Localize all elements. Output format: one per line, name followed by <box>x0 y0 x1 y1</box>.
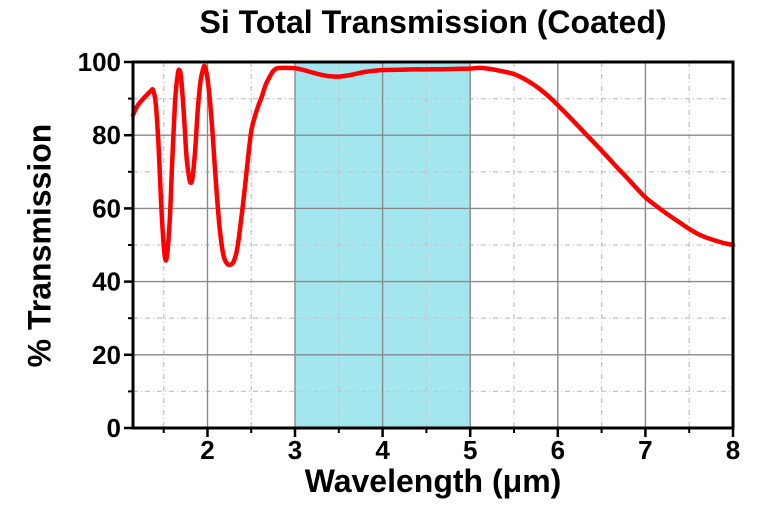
x-tick-label: 7 <box>638 435 652 465</box>
x-tick-label: 4 <box>375 435 390 465</box>
x-tick-label: 5 <box>463 435 477 465</box>
chart-title: Si Total Transmission (Coated) <box>199 4 667 40</box>
y-tick-label: 80 <box>92 120 121 150</box>
y-tick-label: 0 <box>107 413 121 443</box>
y-tick-label: 40 <box>92 267 121 297</box>
y-tick-label: 20 <box>92 340 121 370</box>
transmission-curve <box>130 63 736 268</box>
x-tick-label: 3 <box>288 435 302 465</box>
y-tick-label: 100 <box>78 47 121 77</box>
x-tick-label: 2 <box>200 435 214 465</box>
y-tick-label: 60 <box>92 193 121 223</box>
x-tick-label: 8 <box>726 435 740 465</box>
y-axis-title: % Transmission <box>21 123 58 368</box>
x-axis-title: Wavelength (μm) <box>304 463 562 499</box>
x-tick-label: 6 <box>551 435 565 465</box>
